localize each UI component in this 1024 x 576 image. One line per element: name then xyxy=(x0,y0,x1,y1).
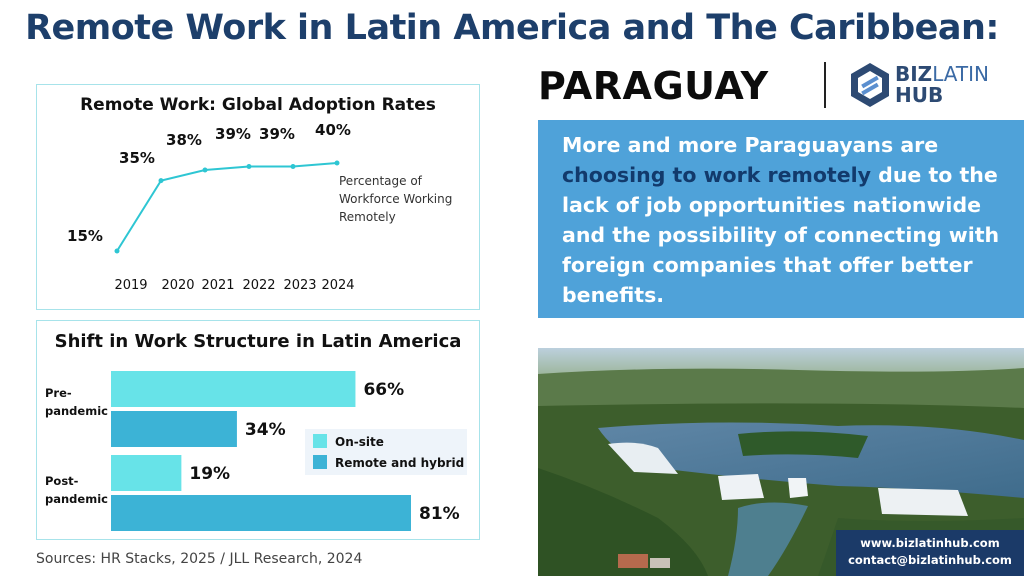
adoption-line-chart: 15% 35% 38% 39% 39% 40% 2019 2020 2021 2022 2023 20… xyxy=(67,121,452,293)
legend-label-1: On-site xyxy=(335,435,384,449)
logo-text-top: BIZLATIN xyxy=(895,64,989,84)
adoption-point-2021 xyxy=(202,167,208,173)
bizlatinhub-logo-icon xyxy=(851,63,889,107)
category-label-pre-2: pandemic xyxy=(45,404,108,418)
adoption-annotation-line-2: Workforce Working xyxy=(339,192,452,206)
legend-swatch-1 xyxy=(313,434,327,448)
adoption-point-2022 xyxy=(246,164,252,170)
email-link[interactable]: contact@bizlatinhub.com xyxy=(848,553,1012,567)
info-text: More and more Paraguayans are choosing t… xyxy=(562,130,1008,310)
info-text-highlight: choosing to work remotely xyxy=(562,163,872,187)
adoption-point-2024 xyxy=(334,160,340,166)
adoption-label-2023: 39% xyxy=(259,125,295,143)
adoption-label-2021: 38% xyxy=(166,131,202,149)
info-text-start: More and more Paraguayans are xyxy=(562,133,939,157)
bar-label-pre-onsite: 66% xyxy=(363,380,404,400)
work-structure-panel: Shift in Work Structure in Latin America… xyxy=(36,320,480,540)
work-structure-bar-chart: 66% 34% 19% 81% Pre-pandemic Post-pandemic On-… xyxy=(45,371,467,531)
adoption-annotation-line-1: Percentage of xyxy=(339,174,423,188)
legend-swatch-2 xyxy=(313,455,327,469)
work-structure-title: Shift in Work Structure in Latin America xyxy=(54,331,462,352)
bar-label-post-onsite: 19% xyxy=(189,464,230,484)
x-tick-2020: 2020 xyxy=(161,278,194,293)
x-tick-2021: 2021 xyxy=(201,278,234,293)
bar-pre-remote xyxy=(111,411,237,447)
bar-label-post-remote: 81% xyxy=(419,504,460,524)
x-tick-2024: 2024 xyxy=(321,278,354,293)
info-box: More and more Paraguayans are choosing t… xyxy=(538,120,1024,318)
category-label-pre-1: Pre- xyxy=(45,386,72,400)
website-link[interactable]: www.bizlatinhub.com xyxy=(860,536,1000,550)
legend-label-2: Remote and hybrid xyxy=(335,456,464,470)
logo-latin: LATIN xyxy=(932,62,989,86)
x-tick-2023: 2023 xyxy=(283,278,316,293)
adoption-label-2019: 15% xyxy=(67,227,103,245)
adoption-point-2019 xyxy=(114,248,120,254)
contact-box: www.bizlatinhub.com contact@bizlatinhub.… xyxy=(836,530,1024,576)
bar-post-remote xyxy=(111,495,411,531)
adoption-series-line xyxy=(116,162,338,252)
adoption-chart-panel: Remote Work: Global Adoption Rates 15% 35… xyxy=(36,84,480,310)
brand-divider xyxy=(824,62,826,108)
adoption-chart-title: Remote Work: Global Adoption Rates xyxy=(80,95,436,115)
adoption-point-2020 xyxy=(158,178,164,184)
adoption-label-2020: 35% xyxy=(119,149,155,167)
bar-label-pre-remote: 34% xyxy=(245,420,286,440)
category-label-post-1: Post- xyxy=(45,474,79,488)
adoption-label-2024: 40% xyxy=(315,121,351,139)
bizlatinhub-logo: BIZLATIN HUB xyxy=(848,60,998,108)
info-text-end: due to the lack of job opportunities nat… xyxy=(562,163,1000,307)
category-label-post-2: pandemic xyxy=(45,492,108,506)
x-tick-2022: 2022 xyxy=(242,278,275,293)
legend-box xyxy=(305,429,467,475)
adoption-label-2022: 39% xyxy=(215,125,251,143)
bar-pre-onsite xyxy=(111,371,356,407)
logo-hub: HUB xyxy=(895,83,944,107)
adoption-annotation-line-3: Remotely xyxy=(339,210,396,224)
adoption-point-2023 xyxy=(290,164,296,170)
sources-note: Sources: HR Stacks, 2025 / JLL Research,… xyxy=(36,551,363,567)
country-heading: PARAGUAY xyxy=(538,64,769,108)
x-tick-2019: 2019 xyxy=(114,278,147,293)
logo-biz: BIZ xyxy=(895,62,933,86)
main-title: Remote Work in Latin America and The Car… xyxy=(25,8,999,48)
bar-post-onsite xyxy=(111,455,182,491)
